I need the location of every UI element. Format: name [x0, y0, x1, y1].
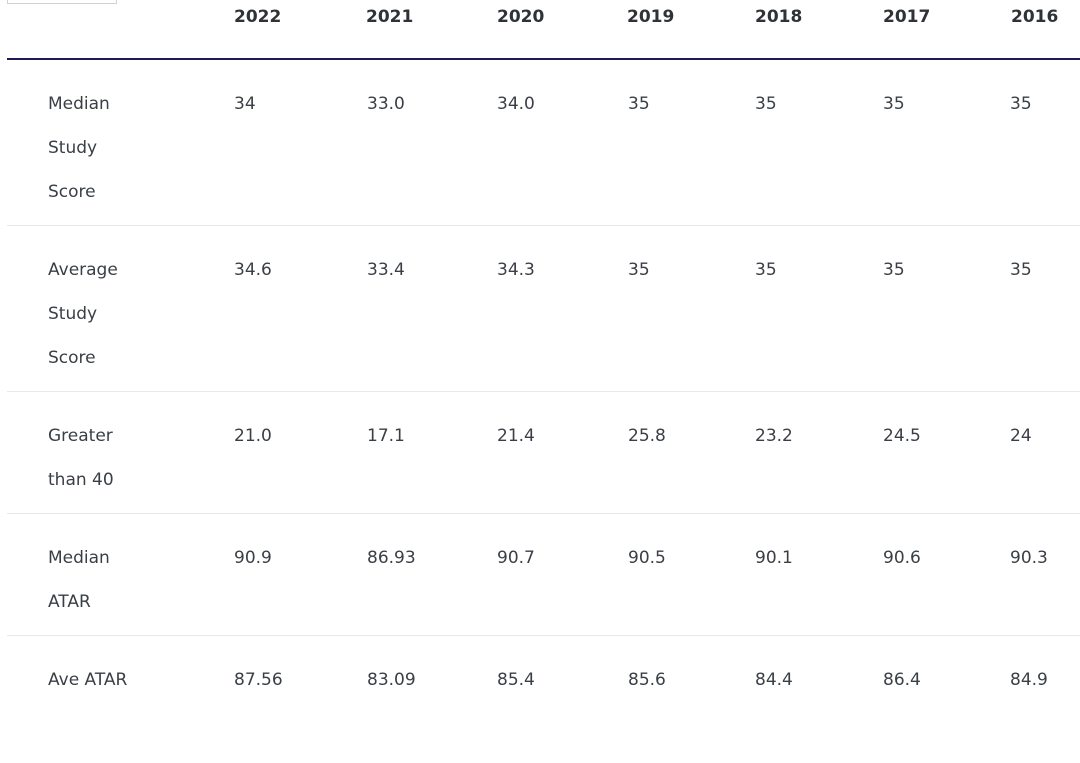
table-cell: 35 — [573, 59, 700, 226]
table-cell: 90.9 — [192, 513, 319, 636]
table-cell: 86.4 — [883, 670, 921, 690]
table-cell: 35 — [573, 225, 700, 392]
year-header-2018: 2018 — [700, 0, 827, 60]
table-row: Median ATAR 90.9 86.93 90.7 90.5 90.1 90… — [7, 513, 1080, 636]
table-cell: 34 — [192, 59, 319, 226]
table-cell: 83.09 — [367, 670, 416, 690]
year-header-2022: 2022 — [192, 0, 319, 60]
table-cell: 35 — [954, 225, 1080, 392]
table-cell: 25.8 — [573, 391, 700, 514]
table-cell: 35 — [827, 59, 954, 226]
year-header-2019: 2019 — [573, 0, 700, 60]
table-cell: 35 — [700, 225, 827, 392]
table-body: Median Study Score 34 33.0 34.0 35 35 35… — [7, 59, 1080, 713]
header-row: 2022 2021 2020 2019 2018 2017 2016 — [7, 0, 1080, 60]
table-cell: 84.9 — [1010, 670, 1048, 690]
table-cell: 21.0 — [192, 391, 319, 514]
table-cell: 33.4 — [319, 225, 446, 392]
table-cell: 35 — [827, 225, 954, 392]
year-header-2016: 2016 — [954, 0, 1080, 60]
year-header-2020: 2020 — [446, 0, 573, 60]
table-cell: 33.0 — [319, 59, 446, 226]
table-cell: 87.56 — [234, 670, 283, 690]
table-header: 2022 2021 2020 2019 2018 2017 2016 — [7, 0, 1080, 60]
table-cell: 90.5 — [573, 513, 700, 636]
table-row: Ave ATAR 87.56 83.09 85.4 85.6 84.4 86.4… — [7, 636, 1080, 714]
table-row: Greater than 40 21.0 17.1 21.4 25.8 23.2… — [7, 391, 1080, 514]
header-label-cell — [7, 0, 192, 60]
table-cell: 24 — [954, 391, 1080, 514]
results-table: 2022 2021 2020 2019 2018 2017 2016 Media… — [7, 0, 1080, 713]
table-cell: 35 — [700, 59, 827, 226]
row-label: Median Study Score — [7, 59, 192, 226]
table-cell: 34.6 — [192, 225, 319, 392]
table-cell: 34.0 — [446, 59, 573, 226]
row-label: Median ATAR — [7, 513, 192, 636]
table-row: Median Study Score 34 33.0 34.0 35 35 35… — [7, 59, 1080, 226]
table-cell: 21.4 — [446, 391, 573, 514]
table-cell: 90.7 — [446, 513, 573, 636]
table-cell: 86.93 — [319, 513, 446, 636]
table-cell: 23.2 — [700, 391, 827, 514]
table-cell: 35 — [954, 59, 1080, 226]
table-cell: 24.5 — [827, 391, 954, 514]
table-row: Average Study Score 34.6 33.4 34.3 35 35… — [7, 225, 1080, 392]
table-cell: 85.6 — [628, 670, 666, 690]
table-cell: 84.4 — [755, 670, 793, 690]
row-label: Average Study Score — [7, 225, 192, 392]
table-cell: 90.3 — [954, 513, 1080, 636]
table-cell: 90.6 — [827, 513, 954, 636]
table-cell: 17.1 — [319, 391, 446, 514]
table-cell: 34.3 — [446, 225, 573, 392]
table-cell: 90.1 — [700, 513, 827, 636]
year-header-2017: 2017 — [827, 0, 954, 60]
row-label: Ave ATAR — [48, 670, 128, 690]
row-label: Greater than 40 — [7, 391, 192, 514]
table-cell: 85.4 — [497, 670, 535, 690]
year-header-2021: 2021 — [319, 0, 446, 60]
